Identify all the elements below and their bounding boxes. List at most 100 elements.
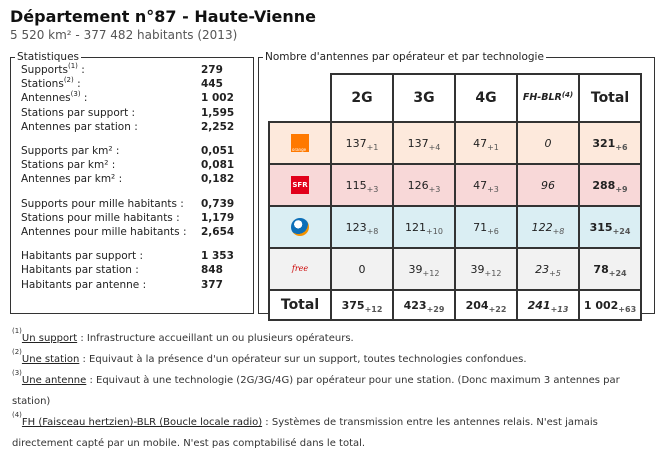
stat-value: 0,051 xyxy=(201,145,235,158)
value-cell: 137+4 xyxy=(392,121,456,165)
footnote-number: (3) xyxy=(12,369,22,377)
stat-colon: : xyxy=(179,226,187,239)
value-cell: 71+6 xyxy=(454,205,518,249)
stat-label: Habitants par antenne : xyxy=(21,278,201,292)
stat-row: Stations par support :1,595 xyxy=(11,106,253,120)
operators-legend: Nombre d'antennes par opérateur et par t… xyxy=(265,51,544,63)
stat-row: Antennes pour mille habitants :2,654 xyxy=(11,225,253,239)
sfr-logo-text: SFR xyxy=(292,181,308,189)
value-cell: 315+24 xyxy=(578,205,642,249)
stat-row: Stations par km² :0,081 xyxy=(11,158,253,172)
footnote-ref: (1) xyxy=(67,62,78,70)
spacer xyxy=(11,134,253,144)
cell-delta: +3 xyxy=(487,184,499,194)
orange-logo-text: orange xyxy=(292,147,307,152)
cell-value: 288 xyxy=(592,178,616,192)
total-label: Total xyxy=(268,289,332,321)
value-cell: 39+12 xyxy=(454,247,518,291)
value-cell: 423+29 xyxy=(392,289,456,321)
stat-label-text: Supports xyxy=(21,64,68,76)
stat-label-text: Habitants par station xyxy=(21,264,132,277)
cell-value: 115 xyxy=(345,178,367,192)
stat-colon: : xyxy=(73,78,81,91)
stat-colon: : xyxy=(80,92,88,105)
cell-value: 47 xyxy=(473,178,488,192)
cell-value: 321 xyxy=(592,136,616,150)
stat-label: Stations par support : xyxy=(21,106,201,120)
cell-value: 39 xyxy=(470,262,485,276)
cell-delta: +13 xyxy=(550,304,569,314)
stat-label: Supports par km² : xyxy=(21,144,201,158)
value-cell: 288+9 xyxy=(578,163,642,207)
operator-cell: free xyxy=(268,247,332,291)
stat-value: 1,179 xyxy=(201,211,235,224)
stat-row: Antennes(3) :1 002 xyxy=(11,91,253,105)
stat-value: 377 xyxy=(201,278,223,291)
value-cell: 23+5 xyxy=(516,247,580,291)
stat-value: 279 xyxy=(201,64,223,76)
stat-colon: : xyxy=(115,173,123,186)
stat-label: Habitants par support : xyxy=(21,249,201,263)
stat-value: 848 xyxy=(201,264,223,277)
stat-colon: : xyxy=(139,278,147,291)
stat-value: 0,081 xyxy=(201,159,235,172)
operator-row-sfr: SFR 115+3 126+3 47+3 96 288+9 xyxy=(268,163,642,207)
cell-delta: +1 xyxy=(487,142,499,152)
cell-delta: +9 xyxy=(615,184,628,194)
stat-label-text: Antennes pour mille habitants xyxy=(21,226,180,239)
value-cell: 204+22 xyxy=(454,289,518,321)
stat-label: Antennes par km² : xyxy=(21,172,201,186)
cell-delta: +12 xyxy=(422,268,440,278)
footnote-number: (4) xyxy=(12,411,22,419)
stat-colon: : xyxy=(128,106,136,119)
cell-delta: +12 xyxy=(484,268,502,278)
footnote-text: : Systèmes de transmission entre les ant… xyxy=(12,417,598,449)
cell-value: 126 xyxy=(407,178,429,192)
stat-row: Stations(2) :445 xyxy=(11,77,253,91)
cell-delta: +63 xyxy=(618,304,637,314)
cell-value: 122 xyxy=(531,220,553,234)
footnote: (1)Un support : Infrastructure accueilla… xyxy=(12,328,652,349)
stat-colon: : xyxy=(172,211,180,224)
stat-label-text: Supports pour mille habitants xyxy=(21,197,177,210)
spacer xyxy=(11,239,253,249)
stat-colon: : xyxy=(176,197,184,210)
footnotes: (1)Un support : Infrastructure accueilla… xyxy=(12,328,652,454)
stat-label-text: Habitants par antenne xyxy=(21,278,140,291)
cell-delta: +12 xyxy=(364,304,383,314)
stat-row: Antennes par km² :0,182 xyxy=(11,172,253,186)
cell-value: 23 xyxy=(535,262,550,276)
footnote-text: : Equivaut à une technologie (2G/3G/4G) … xyxy=(12,375,620,407)
cell-delta: +3 xyxy=(366,184,379,194)
stat-colon: : xyxy=(77,64,85,76)
footnote: (4)FH (Faisceau hertzien)-BLR (Boucle lo… xyxy=(12,412,652,454)
cell-value: 121 xyxy=(405,220,427,234)
value-cell: 122+8 xyxy=(516,205,580,249)
header-4g: 4G xyxy=(454,73,518,123)
value-cell: 39+12 xyxy=(392,247,456,291)
bouygues-logo xyxy=(291,218,309,236)
value-cell: 115+3 xyxy=(330,163,394,207)
stat-row: Antennes par station :2,252 xyxy=(11,120,253,134)
stat-label: Antennes par station : xyxy=(21,120,201,134)
stat-colon: : xyxy=(112,145,120,158)
stat-row: Supports par km² :0,051 xyxy=(11,144,253,158)
value-cell: 1 002+63 xyxy=(578,289,642,321)
stat-value: 445 xyxy=(201,78,223,91)
cell-value: 241 xyxy=(527,298,551,312)
stat-value: 1 353 xyxy=(201,250,234,263)
value-cell: 0 xyxy=(516,121,580,165)
cell-delta: +22 xyxy=(488,304,507,314)
header-operator xyxy=(269,74,332,123)
footnote: (2)Une station : Equivaut à la présence … xyxy=(12,349,652,370)
stat-label-text: Stations par support xyxy=(21,106,129,119)
stat-colon: : xyxy=(108,159,116,172)
value-cell: 78+24 xyxy=(578,247,642,291)
stat-row: Supports pour mille habitants : 0,739 xyxy=(11,197,253,211)
footnote-term: FH (Faisceau hertzien)-BLR (Boucle local… xyxy=(21,417,263,428)
footnote-text: : Equivaut à la présence d'un opérateur … xyxy=(79,354,527,365)
value-cell: 375+12 xyxy=(330,289,394,321)
cell-value: 375 xyxy=(341,298,365,312)
header-3g: 3G xyxy=(392,73,456,123)
stat-value: 0,739 xyxy=(201,197,235,210)
